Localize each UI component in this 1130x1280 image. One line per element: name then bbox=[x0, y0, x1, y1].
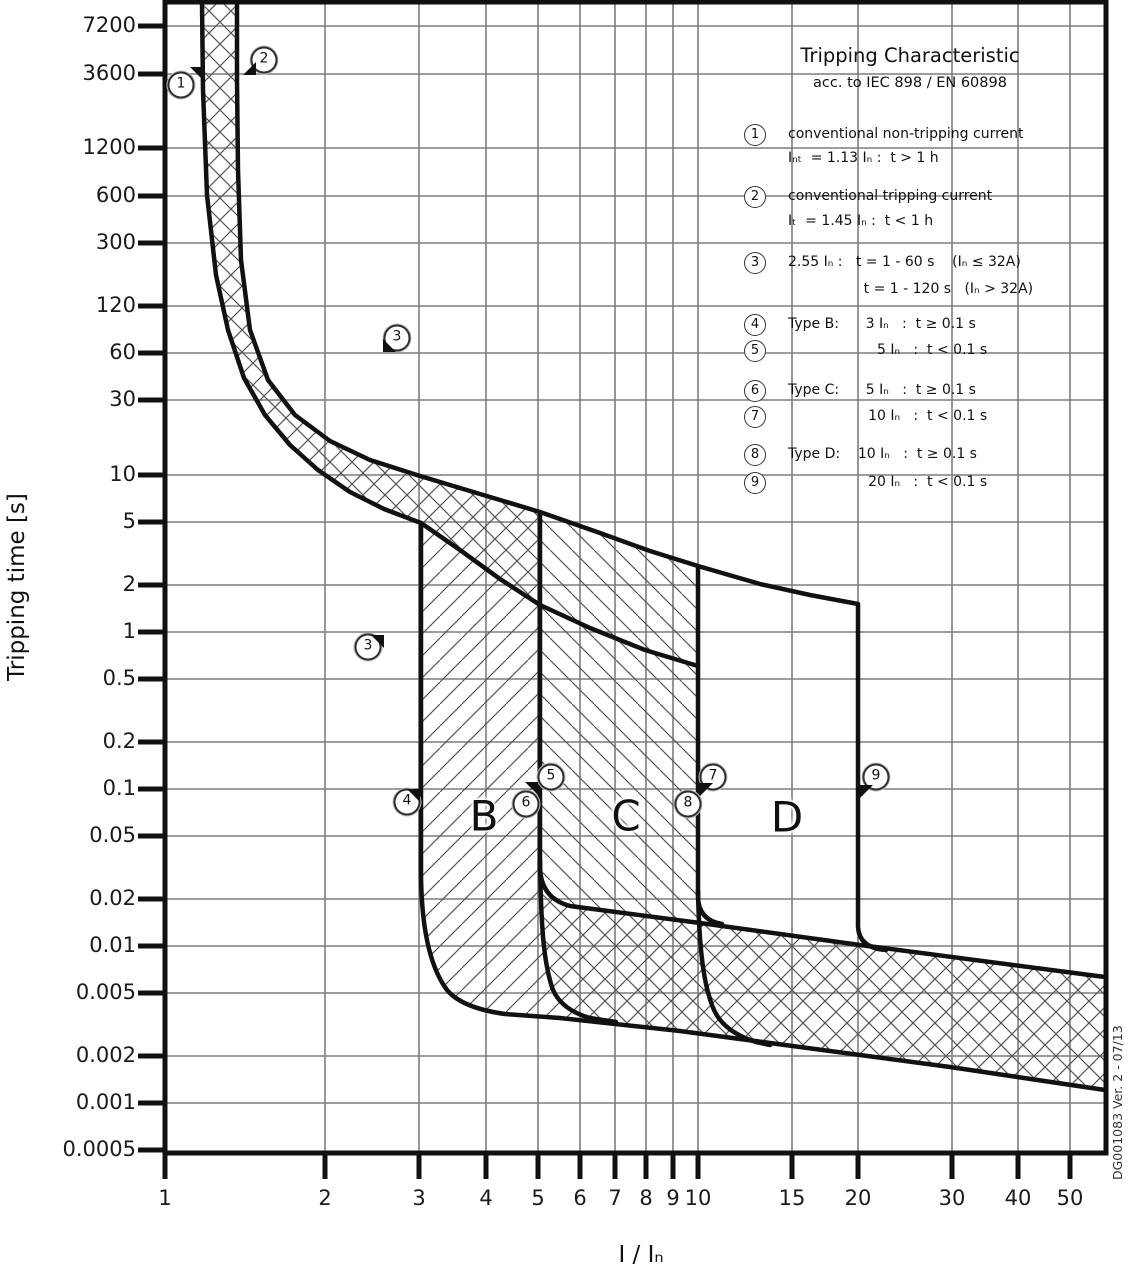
zone-type-b-hatch bbox=[202, 2, 1105, 1090]
y-tick-label: 60 bbox=[109, 340, 136, 365]
y-tick-label: 1200 bbox=[82, 135, 136, 160]
x-tick-label: 10 bbox=[684, 1186, 712, 1210]
legend-subtitle: acc. to IEC 898 / EN 60898 bbox=[813, 75, 1007, 91]
y-tick-label: 7200 bbox=[82, 13, 136, 38]
legend-row-text: 5 Iₙ : t < 0.1 s bbox=[788, 342, 988, 358]
y-tick-label: 0.005 bbox=[75, 980, 136, 1005]
y-tick-label: 120 bbox=[95, 293, 136, 318]
line-10in-upper-branch bbox=[695, 565, 725, 927]
zone-type-c-hatch bbox=[202, 2, 1105, 1090]
y-tick-label: 1 bbox=[122, 619, 136, 644]
legend-row-text: Type B: 3 Iₙ : t ≥ 0.1 s bbox=[788, 316, 976, 332]
y-tick-label: 300 bbox=[95, 230, 136, 255]
legend-title: Tripping Characteristic bbox=[800, 44, 1020, 67]
x-tick-label: 4 bbox=[479, 1186, 493, 1210]
legend-number-badge: 9 bbox=[744, 472, 766, 494]
legend-row-text: 2.55 Iₙ : t = 1 - 60 s (Iₙ ≤ 32A) bbox=[788, 254, 1021, 270]
legend-number-badge: 8 bbox=[744, 444, 766, 466]
x-tick-label: 15 bbox=[778, 1186, 806, 1210]
curve-marker-badge: 4 bbox=[393, 788, 421, 816]
x-tick-label: 40 bbox=[1004, 1186, 1032, 1210]
plot-frame bbox=[162, 0, 1109, 1156]
document-version-text: DG001083 Ver. 2 - 07/13 bbox=[1110, 1025, 1125, 1180]
x-tick-label: 1 bbox=[158, 1186, 172, 1210]
curve-non-tripping-1p13 bbox=[199, 0, 701, 669]
x-tick-label: 6 bbox=[573, 1186, 587, 1210]
curve-marker-badge: 1 bbox=[167, 71, 195, 99]
line-10in-lower-branch bbox=[695, 887, 773, 1048]
y-tick-label: 0.05 bbox=[89, 823, 136, 848]
x-tick-label: 2 bbox=[318, 1186, 332, 1210]
legend-number-badge: 1 bbox=[744, 124, 766, 146]
curve-marker-badge: 5 bbox=[537, 763, 565, 791]
region-letter: C bbox=[611, 791, 641, 841]
x-tick-label: 30 bbox=[938, 1186, 966, 1210]
curve-marker-badge: 2 bbox=[250, 46, 278, 74]
legend-number-badge: 6 bbox=[744, 380, 766, 402]
y-tick-label: 10 bbox=[109, 462, 136, 487]
y-tick-label: 0.5 bbox=[102, 666, 136, 691]
legend-number-badge: 7 bbox=[744, 406, 766, 428]
y-tick-label: 3600 bbox=[82, 61, 136, 86]
legend-row-text: 20 Iₙ : t < 0.1 s bbox=[788, 474, 988, 490]
legend-row-text: conventional non-tripping current bbox=[788, 126, 1024, 142]
x-tick-label: 9 bbox=[666, 1186, 680, 1210]
legend-row-text: t = 1 - 120 s (Iₙ > 32A) bbox=[788, 281, 1034, 297]
y-tick-label: 5 bbox=[122, 509, 136, 534]
region-letter: D bbox=[770, 792, 804, 842]
y-tick-label: 0.2 bbox=[102, 729, 136, 754]
characteristic-curves bbox=[199, 0, 1108, 1093]
legend-number-badge: 3 bbox=[744, 252, 766, 274]
legend-row-text: conventional tripping current bbox=[788, 188, 993, 204]
region-letter: B bbox=[469, 791, 499, 841]
legend-number-badge: 4 bbox=[744, 314, 766, 336]
legend-number-badge: 5 bbox=[744, 340, 766, 362]
y-tick-label: 0.01 bbox=[89, 933, 136, 958]
line-3in-and-lower-band-boundary bbox=[418, 520, 1108, 1093]
x-tick-label: 50 bbox=[1056, 1186, 1084, 1210]
x-tick-label: 20 bbox=[844, 1186, 872, 1210]
y-tick-label: 2 bbox=[122, 572, 136, 597]
y-tick-label: 0.002 bbox=[75, 1043, 136, 1068]
y-tick-label: 0.0005 bbox=[62, 1137, 136, 1162]
legend-number-badge: 2 bbox=[744, 186, 766, 208]
legend-row-text: Iₜ = 1.45 Iₙ : t < 1 h bbox=[788, 213, 934, 229]
x-tick-label: 7 bbox=[608, 1186, 622, 1210]
x-tick-label: 3 bbox=[412, 1186, 426, 1210]
y-tick-label: 0.1 bbox=[102, 776, 136, 801]
legend-row-text: 10 Iₙ : t < 0.1 s bbox=[788, 408, 988, 424]
curve-marker-badge: 8 bbox=[674, 790, 702, 818]
y-tick-label: 0.02 bbox=[89, 886, 136, 911]
x-axis-title: I / Iₙ bbox=[618, 1242, 664, 1268]
y-tick-label: 600 bbox=[95, 183, 136, 208]
y-axis-title: Tripping time [s] bbox=[4, 493, 30, 681]
legend-row-text: Type D: 10 Iₙ : t ≥ 0.1 s bbox=[788, 446, 977, 462]
curve-marker-badge: 6 bbox=[512, 790, 540, 818]
legend-row-text: Iₙₜ = 1.13 Iₙ : t > 1 h bbox=[788, 150, 939, 166]
line-5in-lower-branch bbox=[537, 857, 619, 1025]
x-tick-label: 5 bbox=[531, 1186, 545, 1210]
y-tick-label: 0.001 bbox=[75, 1090, 136, 1115]
legend-row-text: Type C: 5 Iₙ : t ≥ 0.1 s bbox=[788, 382, 976, 398]
y-tick-label: 30 bbox=[109, 387, 136, 412]
axis-tick-marks bbox=[138, 23, 1073, 1179]
x-tick-label: 8 bbox=[639, 1186, 653, 1210]
curve-marker-badge: 9 bbox=[862, 763, 890, 791]
